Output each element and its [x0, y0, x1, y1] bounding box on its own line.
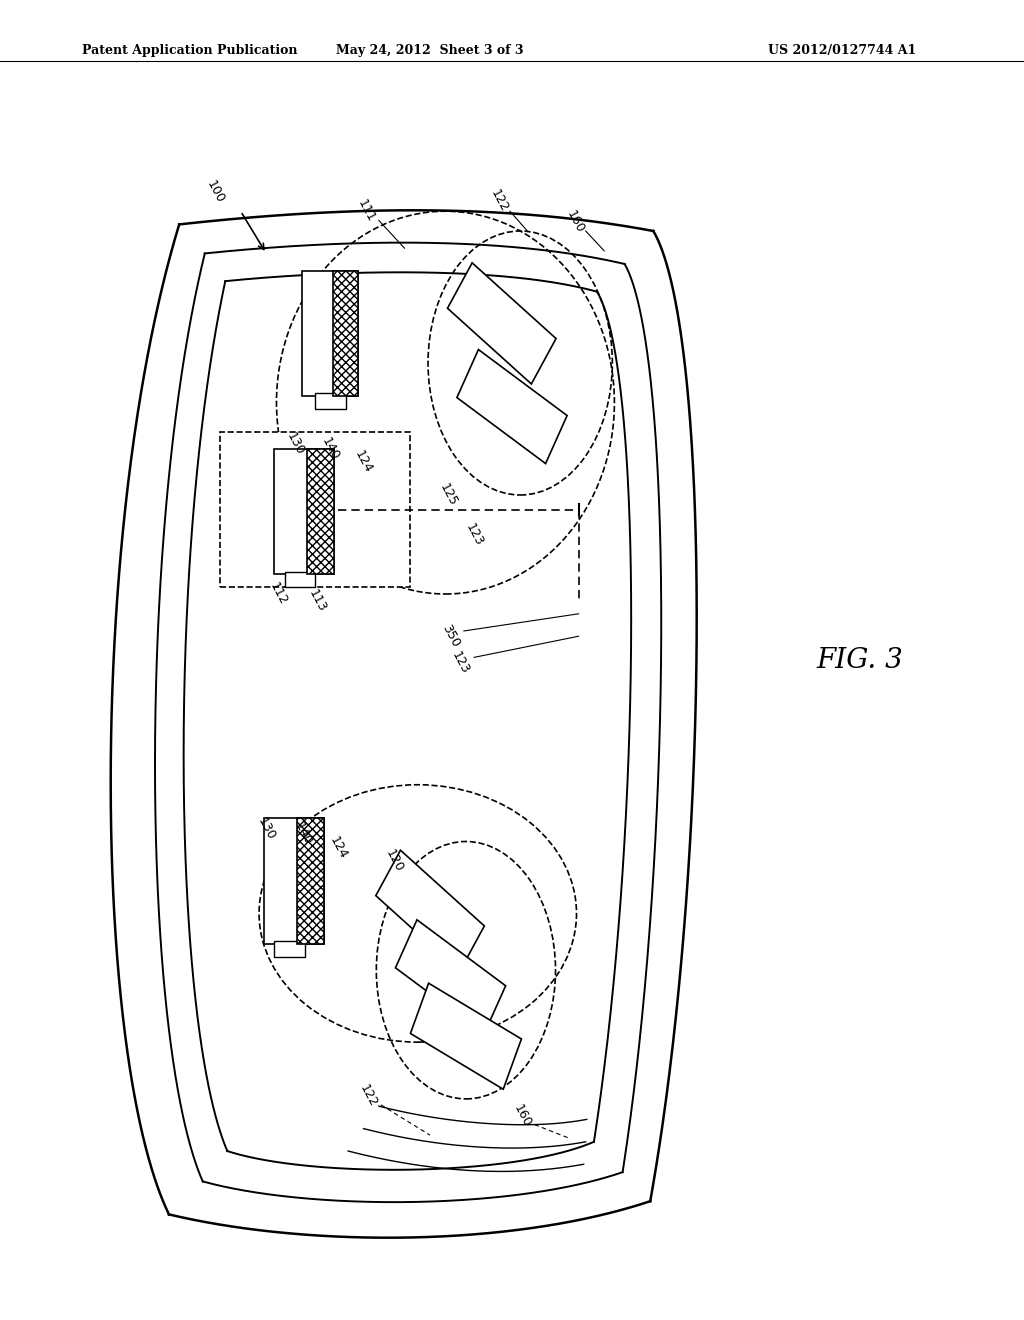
Text: 112: 112 — [267, 581, 290, 607]
Bar — [274, 941, 305, 957]
Text: 130: 130 — [284, 430, 306, 457]
FancyBboxPatch shape — [220, 432, 410, 587]
Bar — [264, 818, 324, 944]
Bar — [333, 271, 358, 396]
Bar — [297, 818, 324, 944]
Text: 140: 140 — [292, 821, 314, 847]
Bar — [302, 271, 358, 396]
Text: 122: 122 — [357, 1082, 380, 1109]
Polygon shape — [411, 983, 521, 1089]
Text: 160: 160 — [511, 1102, 534, 1129]
Text: 160: 160 — [564, 209, 587, 235]
Bar — [285, 572, 315, 587]
Polygon shape — [395, 920, 506, 1034]
Text: 100: 100 — [204, 178, 226, 205]
Text: May 24, 2012  Sheet 3 of 3: May 24, 2012 Sheet 3 of 3 — [336, 44, 524, 57]
Text: 140: 140 — [319, 436, 342, 462]
Polygon shape — [376, 850, 484, 972]
Text: 122: 122 — [488, 187, 511, 214]
Text: 124: 124 — [352, 449, 375, 475]
Bar — [274, 449, 334, 574]
Text: 124: 124 — [327, 834, 349, 861]
Text: FIG. 3: FIG. 3 — [817, 647, 903, 673]
Bar — [307, 449, 334, 574]
Text: 120: 120 — [383, 847, 406, 874]
Text: Patent Application Publication: Patent Application Publication — [82, 44, 297, 57]
Polygon shape — [447, 263, 556, 384]
Text: 125: 125 — [437, 482, 460, 508]
Text: 350: 350 — [439, 623, 462, 649]
Bar — [315, 393, 346, 409]
Text: US 2012/0127744 A1: US 2012/0127744 A1 — [768, 44, 916, 57]
Text: 113: 113 — [306, 587, 329, 614]
Text: 111: 111 — [355, 198, 378, 224]
Text: 123: 123 — [450, 649, 472, 676]
Polygon shape — [457, 350, 567, 463]
Text: 130: 130 — [255, 816, 278, 842]
Text: 123: 123 — [463, 521, 485, 548]
